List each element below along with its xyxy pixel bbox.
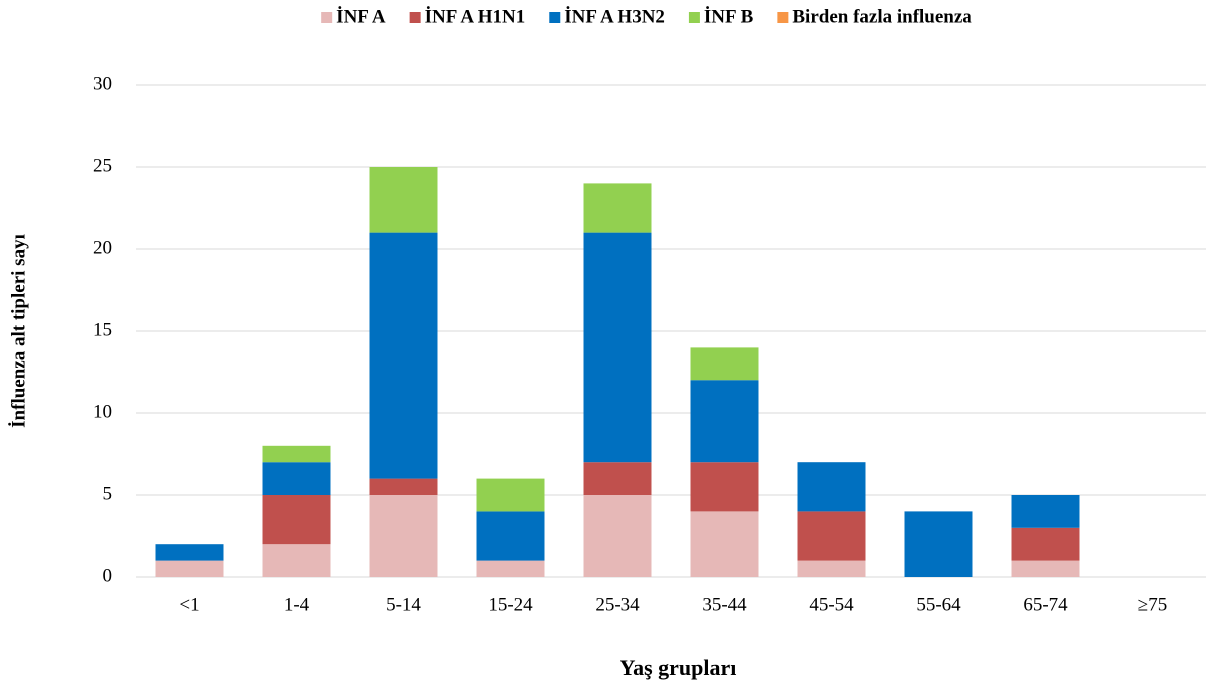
legend-swatch	[777, 12, 789, 23]
x-tick-label: 5-14	[386, 594, 421, 615]
y-tick-label: 15	[93, 319, 112, 340]
x-tick-label: 15-24	[488, 594, 533, 615]
legend-swatch	[688, 12, 700, 23]
y-tick-label: 5	[103, 483, 113, 504]
y-axis-title: İnfluenza alt tipleri sayı	[8, 234, 29, 428]
bar-segment	[369, 167, 438, 233]
legend-swatch	[321, 12, 333, 23]
bar-segment	[476, 560, 545, 577]
bar-segment	[1011, 495, 1080, 528]
y-tick-label: 10	[93, 401, 112, 422]
bar-segment	[690, 380, 759, 463]
legend-swatch	[549, 12, 561, 23]
bar-segment	[262, 544, 331, 577]
bar-segment	[369, 232, 438, 479]
bar-segment	[1011, 560, 1080, 577]
bar-segment	[155, 544, 224, 561]
y-tick-label: 25	[93, 155, 112, 176]
bar-segment	[262, 495, 331, 545]
bar-segment	[690, 347, 759, 381]
y-tick-label: 0	[103, 565, 113, 586]
bar-segment	[262, 462, 331, 495]
bar-segment	[904, 511, 973, 577]
bar-segment	[583, 183, 652, 233]
bar-segment	[155, 560, 224, 577]
legend: İNF A İNF A H1N1 İNF A H3N2 İNF B Birden faz…	[321, 6, 972, 27]
bar-segment	[583, 462, 652, 495]
bar-segment	[369, 495, 438, 577]
bar-segment	[369, 478, 438, 495]
x-tick-label: 65-74	[1023, 594, 1068, 615]
legend-label: İNF A	[336, 6, 386, 27]
bar-segment	[797, 462, 866, 512]
bar-segment	[797, 560, 866, 577]
x-tick-label: ≥75	[1138, 594, 1167, 615]
x-tick-label: 25-34	[595, 594, 640, 615]
x-tick-label: 35-44	[702, 594, 747, 615]
bar-segment	[476, 478, 545, 512]
bar-segment	[1011, 527, 1080, 561]
bar-segment	[262, 445, 331, 463]
legend-label: İNF A H1N1	[425, 6, 526, 27]
x-tick-label: 1-4	[284, 594, 310, 615]
x-tick-label: <1	[179, 594, 199, 615]
x-axis-title: Yaş grupları	[620, 655, 737, 680]
legend-label: Birden fazla influenza	[792, 6, 972, 27]
bar-segment	[690, 462, 759, 512]
legend-swatch	[409, 12, 421, 23]
bar-segment	[476, 511, 545, 561]
bar-segment	[797, 511, 866, 561]
legend-label: İNF B	[704, 6, 754, 27]
bar-segment	[583, 232, 652, 463]
x-tick-label: 45-54	[809, 594, 854, 615]
bar-segment	[583, 495, 652, 577]
y-tick-label: 30	[93, 73, 112, 94]
x-tick-label: 55-64	[916, 594, 961, 615]
y-tick-label: 20	[93, 237, 112, 258]
bar-segment	[690, 511, 759, 577]
legend-label: İNF A H3N2	[564, 6, 665, 27]
